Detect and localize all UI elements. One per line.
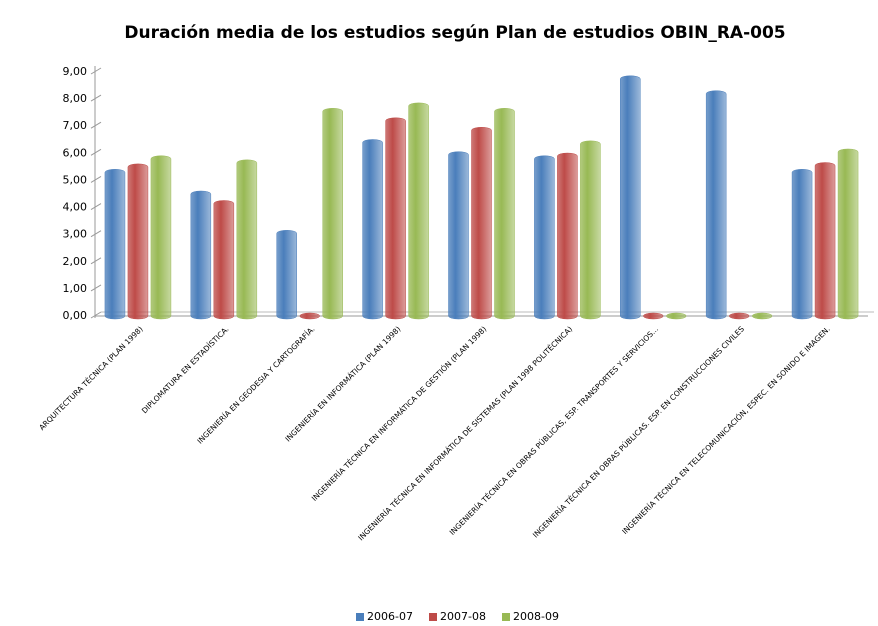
bar bbox=[471, 127, 492, 320]
bar bbox=[150, 155, 172, 320]
y-tick bbox=[90, 67, 102, 75]
bar bbox=[751, 312, 773, 320]
y-tick bbox=[90, 257, 102, 265]
bar bbox=[557, 152, 578, 320]
chart-title: Duración media de los estudios según Pla… bbox=[124, 23, 785, 43]
x-tick-label: ARQUITECTURA TÉCNICA (PLAN 1998) bbox=[37, 324, 145, 432]
y-tick-label: 7,00 bbox=[63, 119, 88, 132]
bar bbox=[643, 312, 664, 320]
bar bbox=[236, 159, 258, 320]
y-tick-label: 2,00 bbox=[63, 255, 88, 268]
bar bbox=[494, 108, 515, 320]
bar bbox=[385, 117, 406, 320]
bar bbox=[814, 162, 836, 320]
bar bbox=[620, 75, 641, 320]
legend-label: 2007-08 bbox=[440, 610, 486, 623]
y-tick-label: 6,00 bbox=[63, 146, 88, 159]
y-tick bbox=[90, 121, 102, 129]
y-tick-label: 4,00 bbox=[63, 201, 88, 214]
bar bbox=[190, 190, 212, 320]
bar bbox=[666, 312, 687, 320]
bar bbox=[534, 155, 555, 320]
legend-label: 2008-09 bbox=[513, 610, 559, 623]
y-tick bbox=[90, 230, 102, 238]
y-tick bbox=[90, 284, 102, 292]
y-tick bbox=[90, 148, 102, 156]
y-tick bbox=[90, 176, 102, 183]
x-tick-label: INGENIERÍA TÉCNICA EN OBRAS PÚBLICAS, ES… bbox=[448, 324, 660, 536]
y-tick bbox=[90, 311, 102, 319]
bar bbox=[322, 108, 343, 320]
x-tick-label: INGENIERÍA TÉCNICA EN INFORMÁTICA DE GES… bbox=[310, 324, 489, 503]
y-tick-label: 8,00 bbox=[63, 92, 88, 105]
bar bbox=[728, 312, 750, 320]
bar bbox=[705, 90, 727, 320]
y-tick-label: 0,00 bbox=[63, 309, 88, 322]
x-tick-label: INGENIERÍA TÉCNICA EN OBRAS PÚBLICAS. ES… bbox=[531, 324, 746, 539]
y-tick bbox=[90, 203, 102, 210]
bar bbox=[362, 139, 383, 320]
y-tick-label: 3,00 bbox=[63, 228, 88, 241]
x-tick-label: DIPLOMATURA EN ESTADÍSTICA. bbox=[140, 324, 231, 415]
x-tick-label: INGENIERÍA TÉCNICA EN INFORMÁTICA DE SIS… bbox=[356, 324, 574, 542]
y-tick bbox=[90, 94, 102, 102]
legend-label: 2006-07 bbox=[367, 610, 413, 623]
bar bbox=[408, 102, 429, 320]
bar bbox=[837, 148, 859, 320]
y-tick-label: 5,00 bbox=[63, 173, 88, 186]
bar bbox=[104, 169, 126, 320]
bar bbox=[127, 163, 149, 320]
legend-swatch bbox=[502, 613, 510, 621]
bar bbox=[213, 200, 235, 320]
legend-swatch bbox=[356, 613, 364, 621]
bar bbox=[791, 169, 813, 320]
y-tick-label: 9,00 bbox=[63, 65, 88, 78]
bar bbox=[276, 230, 297, 320]
bar bbox=[299, 312, 320, 320]
y-tick-label: 1,00 bbox=[63, 282, 88, 295]
x-tick-label: INGENIERÍA TÉCNICA EN TELECOMUNICACIÓN, … bbox=[620, 324, 832, 536]
bar bbox=[580, 140, 601, 320]
legend-swatch bbox=[429, 613, 437, 621]
bar bbox=[448, 151, 469, 320]
